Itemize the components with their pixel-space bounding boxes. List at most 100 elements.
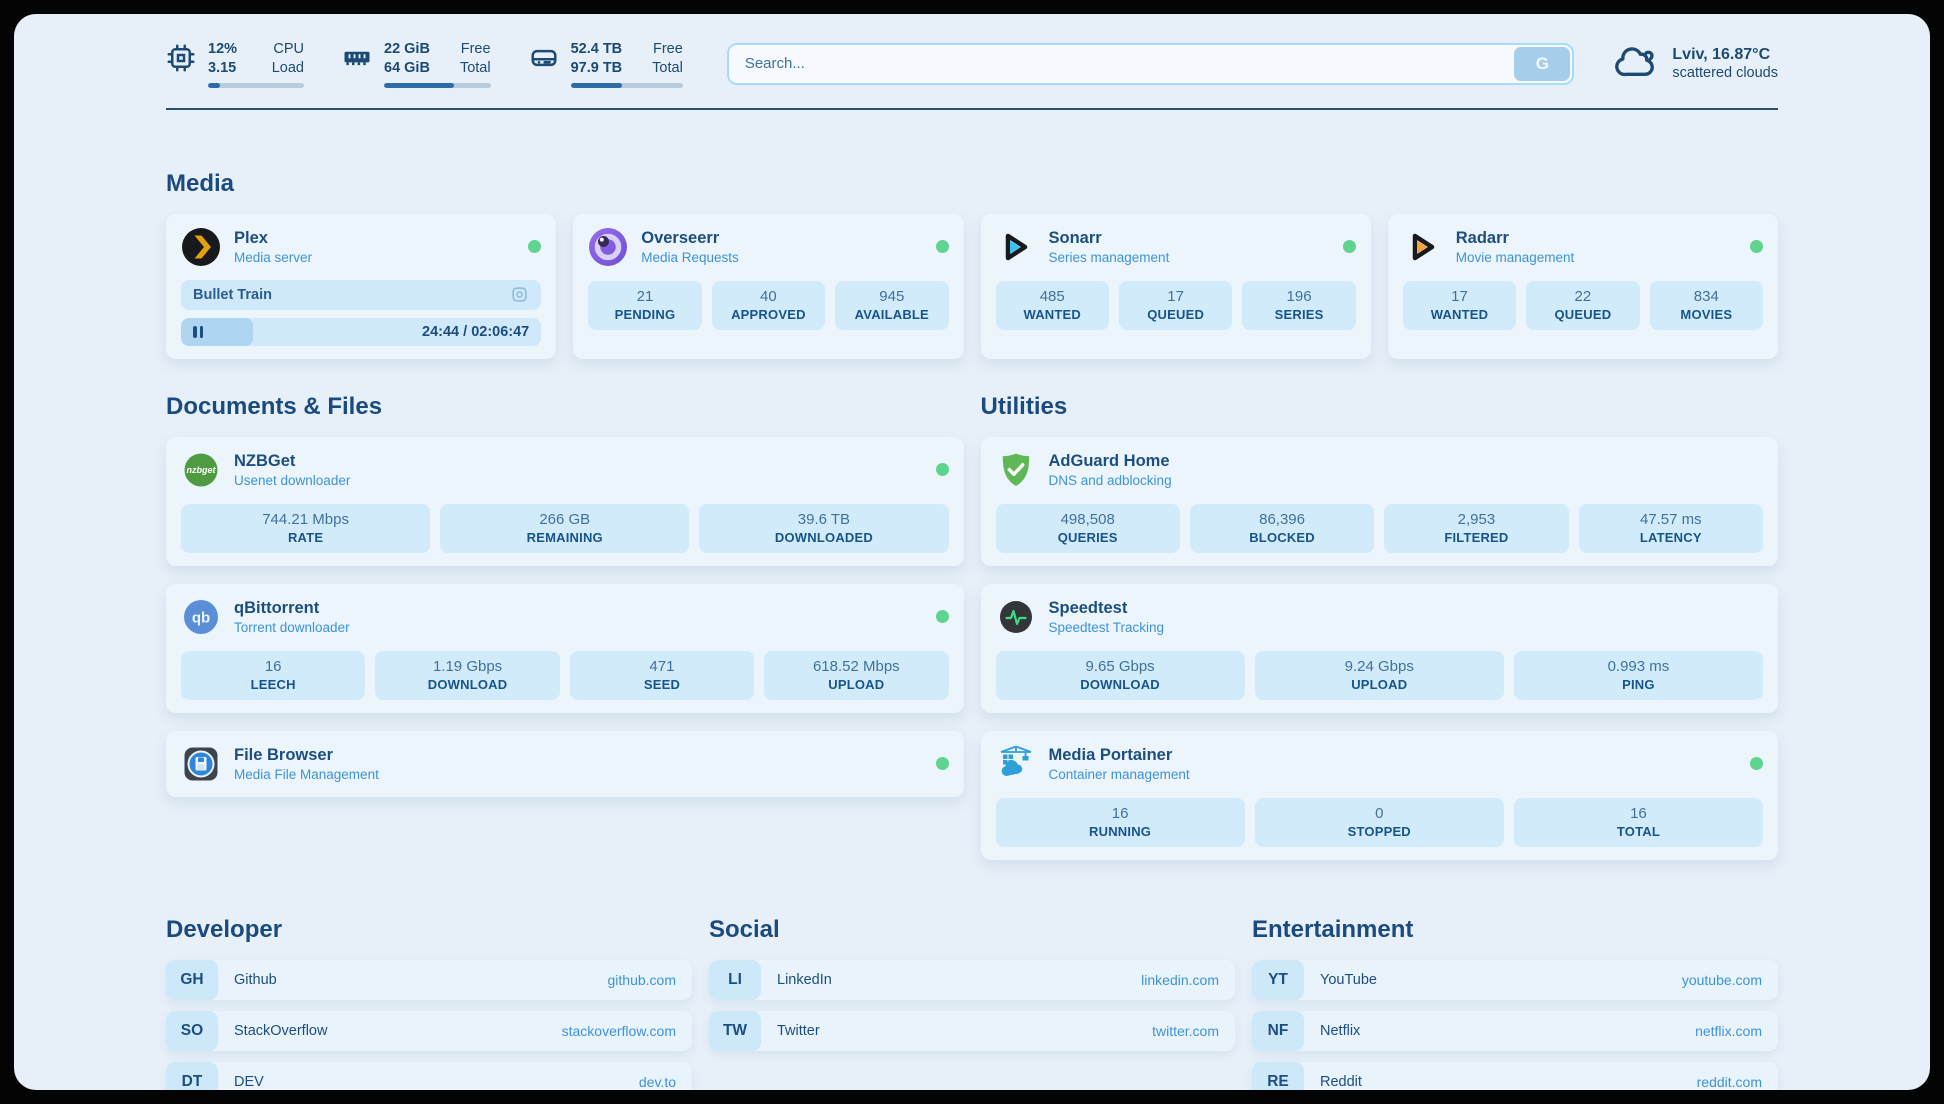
link-url: linkedin.com bbox=[1141, 971, 1219, 988]
app-subtitle: DNS and adblocking bbox=[1048, 472, 1172, 488]
app-name: qBittorrent bbox=[234, 598, 320, 617]
stat-tile: 0 STOPPED bbox=[1254, 797, 1504, 847]
stat-tile: 471 SEED bbox=[569, 650, 755, 700]
system-stats: 12% 3.15 CPU Load 22 GiB 64 GiB Free Total bbox=[166, 40, 683, 88]
app-card-portainer[interactable]: Media Portainer Container management 16 R… bbox=[980, 730, 1778, 860]
link-abbr: RE bbox=[1252, 1061, 1304, 1090]
app-subtitle: Usenet downloader bbox=[234, 472, 351, 488]
stat-tile: 945 AVAILABLE bbox=[835, 280, 949, 330]
link-abbr: NF bbox=[1252, 1010, 1304, 1051]
app-subtitle: Torrent downloader bbox=[234, 619, 350, 635]
stat-tile: 196 SERIES bbox=[1242, 280, 1356, 330]
link-dev[interactable]: DT DEV dev.to bbox=[166, 1061, 692, 1090]
app-name: Media Portainer bbox=[1048, 745, 1173, 764]
app-card-overseerr[interactable]: Overseerr Media Requests 21 PENDING 40 APP… bbox=[573, 213, 964, 359]
link-stackoverflow[interactable]: SO StackOverflow stackoverflow.com bbox=[166, 1010, 692, 1051]
weather-condition: scattered clouds bbox=[1672, 65, 1778, 82]
stat-tile: 21 PENDING bbox=[588, 280, 702, 330]
stat-tile: 16 RUNNING bbox=[995, 797, 1245, 847]
stat-tile: 17 QUEUED bbox=[1118, 280, 1233, 330]
app-subtitle: Series management bbox=[1048, 249, 1170, 265]
cpu-values: 12% 3.15 bbox=[208, 41, 238, 76]
app-card-radarr[interactable]: Radarr Movie management 17 WANTED 22 QUEUE… bbox=[1387, 213, 1778, 359]
link-abbr: SO bbox=[166, 1010, 218, 1051]
stat-tile: 16 TOTAL bbox=[1513, 797, 1764, 847]
link-url: twitter.com bbox=[1152, 1022, 1219, 1039]
pause-icon[interactable] bbox=[193, 325, 203, 338]
speedtest-icon bbox=[996, 597, 1036, 637]
app-name: NZBGet bbox=[234, 451, 296, 470]
app-subtitle: Media File Management bbox=[234, 766, 379, 782]
stat-tile: 2,953 FILTERED bbox=[1384, 503, 1569, 553]
status-online-dot bbox=[935, 757, 949, 771]
status-online-dot bbox=[1750, 757, 1763, 771]
ram-labels: Free Total bbox=[459, 41, 491, 76]
weather-widget: Lviv, 16.87°C scattered clouds bbox=[1614, 41, 1778, 86]
dashboard: 12% 3.15 CPU Load 22 GiB 64 GiB Free Total bbox=[14, 14, 1930, 1090]
app-subtitle: Media Requests bbox=[641, 249, 739, 265]
ram-values: 22 GiB 64 GiB bbox=[384, 41, 430, 76]
stat-tile: 266 GB REMAINING bbox=[440, 503, 690, 553]
link-abbr: YT bbox=[1252, 959, 1304, 1000]
app-card-adguard[interactable]: AdGuard Home DNS and adblocking 498,508 Q… bbox=[980, 436, 1778, 566]
link-name: Netflix bbox=[1320, 1022, 1361, 1039]
app-card-filebrowser[interactable]: File Browser Media File Management bbox=[166, 730, 964, 797]
playback-progress[interactable]: 24:44 / 02:06:47 bbox=[181, 317, 542, 346]
search-input[interactable] bbox=[726, 42, 1575, 85]
status-online-dot bbox=[935, 463, 949, 477]
sonarr-icon bbox=[996, 227, 1036, 267]
link-netflix[interactable]: NF Netflix netflix.com bbox=[1252, 1010, 1778, 1051]
app-card-speedtest[interactable]: Speedtest Speedtest Tracking 9.65 Gbps DO… bbox=[980, 583, 1778, 713]
status-online-dot bbox=[1750, 240, 1763, 254]
stat-tile: 498,508 QUERIES bbox=[995, 503, 1180, 553]
plex-icon bbox=[181, 227, 221, 267]
section-media: Media Plex Media server Bullet Train bbox=[166, 170, 1778, 359]
social-section-title: Social bbox=[709, 915, 780, 943]
app-card-nzbget[interactable]: nzbget NZBGet Usenet downloader 744.21 M… bbox=[166, 436, 964, 566]
stat-tile: 39.6 TB DOWNLOADED bbox=[699, 503, 949, 553]
link-abbr: GH bbox=[166, 959, 218, 1000]
disk-progressbar bbox=[570, 82, 683, 88]
link-youtube[interactable]: YT YouTube youtube.com bbox=[1252, 959, 1778, 1000]
link-name: LinkedIn bbox=[777, 971, 832, 988]
media-section-title: Media bbox=[166, 169, 235, 197]
app-name: Radarr bbox=[1455, 228, 1509, 247]
ram-progressbar bbox=[384, 82, 491, 88]
link-abbr: LI bbox=[709, 959, 761, 1000]
search-engine-button[interactable]: G bbox=[1514, 46, 1571, 81]
app-subtitle: Speedtest Tracking bbox=[1048, 619, 1165, 635]
radarr-icon bbox=[1403, 227, 1443, 267]
stat-tile: 9.24 Gbps UPLOAD bbox=[1254, 650, 1504, 700]
stat-tile: 9.65 Gbps DOWNLOAD bbox=[995, 650, 1245, 700]
section-entertainment: Entertainment YT YouTube youtube.com NF … bbox=[1252, 916, 1778, 1090]
app-card-sonarr[interactable]: Sonarr Series management 485 WANTED 17 QUE… bbox=[980, 213, 1371, 359]
app-card-plex[interactable]: Plex Media server Bullet Train 24:44 / 0… bbox=[166, 213, 557, 359]
link-reddit[interactable]: RE Reddit reddit.com bbox=[1252, 1061, 1778, 1090]
ram-icon bbox=[342, 43, 372, 73]
section-developer: Developer GH Github github.com SO StackO… bbox=[166, 916, 692, 1090]
video-icon bbox=[510, 285, 529, 304]
link-twitter[interactable]: TW Twitter twitter.com bbox=[709, 1010, 1235, 1051]
link-url: dev.to bbox=[638, 1073, 676, 1090]
cpu-icon bbox=[166, 43, 196, 73]
documents-section-title: Documents & Files bbox=[166, 392, 383, 420]
filebrowser-icon bbox=[181, 744, 221, 784]
portainer-icon bbox=[996, 744, 1036, 784]
app-name: Plex bbox=[234, 228, 268, 247]
topbar-divider bbox=[166, 107, 1778, 110]
svg-text:nzbget: nzbget bbox=[187, 465, 217, 475]
link-name: YouTube bbox=[1320, 971, 1377, 988]
app-card-qbittorrent[interactable]: qb qBittorrent Torrent downloader 16 LEEC… bbox=[166, 583, 964, 713]
status-online-dot bbox=[528, 240, 542, 254]
link-linkedin[interactable]: LI LinkedIn linkedin.com bbox=[709, 959, 1235, 1000]
cpu-progressbar bbox=[208, 82, 304, 88]
playback-time: 24:44 / 02:06:47 bbox=[422, 323, 530, 340]
status-online-dot bbox=[1342, 240, 1356, 254]
disk-values: 52.4 TB 97.9 TB bbox=[570, 41, 623, 76]
stat-tile: 47.57 ms LATENCY bbox=[1578, 503, 1763, 553]
stat-tile: 40 APPROVED bbox=[711, 280, 826, 330]
weather-location-temp: Lviv, 16.87°C bbox=[1672, 46, 1771, 64]
link-github[interactable]: GH Github github.com bbox=[166, 959, 692, 1000]
app-subtitle: Movie management bbox=[1455, 249, 1575, 265]
cpu-stat: 12% 3.15 CPU Load bbox=[166, 40, 304, 88]
